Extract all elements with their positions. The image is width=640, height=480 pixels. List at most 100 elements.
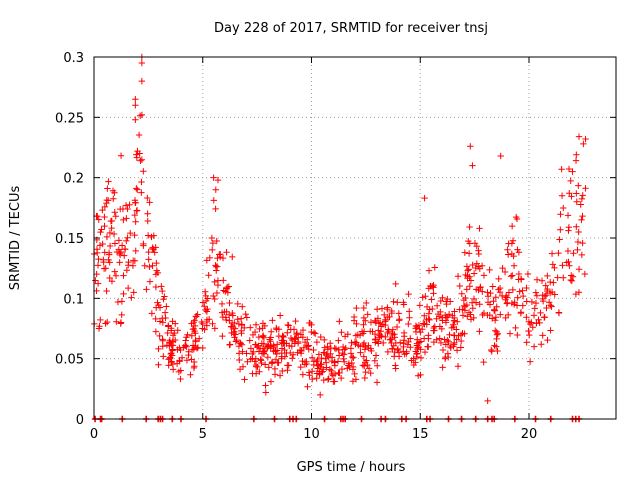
data-point [117, 152, 125, 159]
data-point [336, 318, 343, 325]
data-point [99, 206, 106, 214]
data-point [457, 331, 465, 339]
data-point [525, 327, 532, 335]
data-point [111, 268, 118, 275]
data-point [202, 306, 209, 314]
data-point [110, 230, 118, 238]
data-point [505, 240, 512, 247]
data-point [439, 364, 446, 371]
data-point [133, 185, 140, 192]
data-point [111, 209, 118, 216]
data-point [278, 353, 285, 360]
data-point [206, 254, 214, 262]
data-point [454, 273, 462, 280]
data-point [284, 367, 291, 374]
data-point [532, 289, 540, 296]
data-point [149, 262, 156, 269]
data-point [406, 308, 413, 315]
data-point [537, 341, 545, 348]
data-point [155, 345, 162, 353]
data-point [234, 316, 241, 323]
data-point [212, 262, 219, 269]
data-point [136, 150, 143, 157]
data-point [419, 294, 426, 301]
data-point [407, 344, 414, 351]
data-point [93, 270, 100, 278]
data-point [373, 306, 381, 313]
data-point [129, 262, 137, 269]
data-point [348, 339, 355, 346]
data-point [554, 274, 561, 281]
data-point [229, 312, 237, 319]
data-point [107, 217, 115, 225]
data-point [417, 354, 425, 362]
data-point [332, 345, 340, 353]
data-point [382, 333, 389, 341]
data-point [575, 228, 582, 236]
data-point [515, 270, 523, 278]
data-point [126, 201, 133, 208]
ticks-layer: 0 0.05 0.1 0.15 0.2 0.25 0.3 0 5 10 15 20 [55, 51, 616, 442]
data-point [436, 335, 443, 342]
data-point [310, 329, 318, 336]
data-point [484, 397, 491, 405]
data-point [144, 194, 151, 202]
data-point [322, 359, 330, 366]
data-point [555, 309, 563, 317]
data-point [158, 283, 165, 290]
data-point [372, 352, 380, 359]
data-point [421, 348, 429, 356]
data-point [243, 350, 250, 357]
data-point [191, 322, 199, 330]
data-point [193, 345, 201, 352]
data-point [161, 293, 168, 300]
data-point [441, 355, 449, 362]
data-point [492, 314, 500, 321]
data-point [523, 284, 530, 292]
data-point [213, 267, 220, 274]
data-point [110, 195, 117, 202]
data-point [132, 116, 139, 123]
data-point [433, 315, 440, 322]
data-point [371, 357, 379, 364]
data-point [320, 376, 327, 384]
data-point [212, 186, 219, 193]
data-point [378, 305, 386, 312]
data-point [324, 376, 332, 383]
data-point [568, 272, 575, 279]
data-point [288, 342, 296, 350]
data-point [237, 315, 245, 322]
data-point [426, 306, 433, 313]
data-point [488, 346, 495, 354]
data-point [252, 321, 260, 328]
data-point [102, 265, 109, 272]
data-point [340, 355, 347, 363]
data-point [145, 248, 152, 256]
data-point [165, 322, 172, 329]
data-point [473, 286, 480, 293]
data-point [479, 288, 486, 295]
data-point [499, 264, 506, 272]
x-axis-label: GPS time / hours [297, 460, 406, 475]
data-point [395, 317, 403, 324]
data-point [279, 337, 286, 344]
data-point [196, 335, 203, 342]
data-point [405, 320, 412, 328]
data-point [151, 249, 158, 256]
data-point [375, 340, 382, 347]
data-point [114, 298, 122, 306]
data-point [199, 344, 206, 352]
data-point [516, 288, 523, 295]
data-point [363, 299, 370, 307]
data-point [97, 316, 104, 324]
data-point [111, 240, 119, 247]
data-point [544, 336, 551, 344]
data-point [155, 361, 162, 368]
data-point [430, 290, 437, 297]
data-point [251, 328, 259, 336]
data-point [115, 237, 123, 244]
data-point [384, 348, 392, 356]
data-point [464, 267, 471, 274]
data-point [444, 313, 451, 321]
data-point [363, 357, 370, 364]
